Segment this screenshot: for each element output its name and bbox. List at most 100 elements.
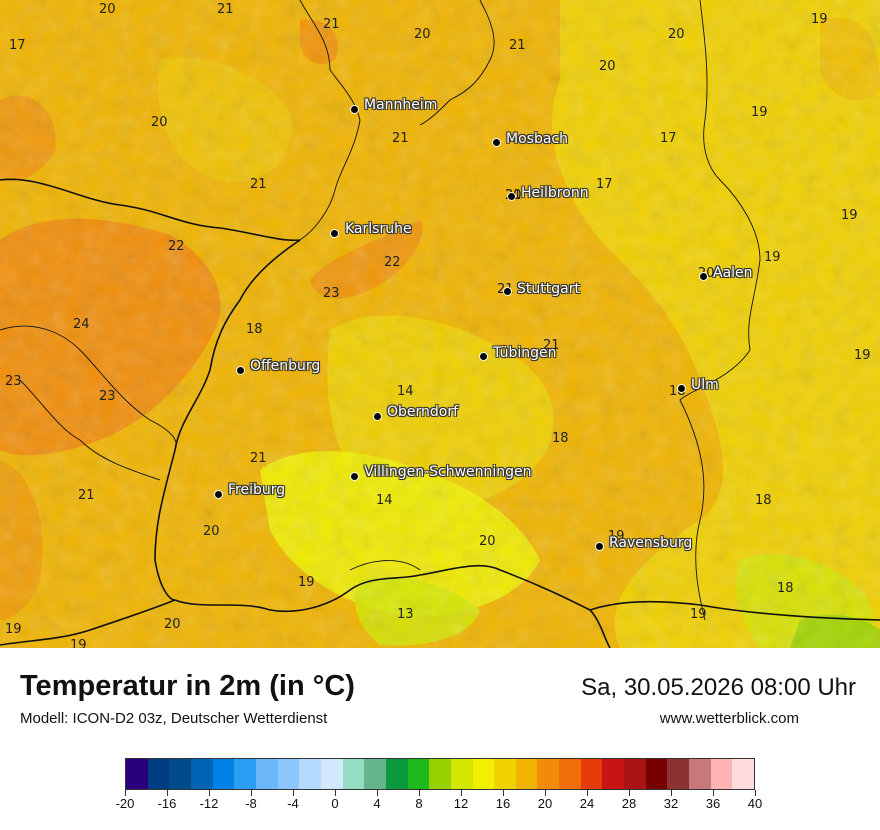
colorbar-swatch: [212, 759, 235, 789]
colorbar-tick: [377, 790, 378, 796]
colorbar-tick: [545, 790, 546, 796]
city-label-karlsruhe: Karlsruhe: [345, 221, 412, 237]
colorbar-tick: [503, 790, 504, 796]
map-value: 20: [414, 27, 431, 42]
colorbar-swatch: [559, 759, 581, 789]
city-marker: [699, 272, 708, 281]
map-value: 20: [668, 27, 685, 42]
colorbar-swatch: [320, 759, 343, 789]
map-value: 17: [596, 177, 613, 192]
map-value: 22: [384, 255, 401, 270]
website-link: www.wetterblick.com: [659, 710, 799, 727]
colorbar-swatch: [624, 759, 646, 789]
colorbar-tick: [209, 790, 210, 796]
colorbar-tick-label: 20: [537, 796, 553, 811]
city-label-ravensburg: Ravensburg: [609, 535, 693, 551]
map-value: 20: [479, 534, 496, 549]
map-value: 21: [543, 338, 560, 353]
city-marker: [595, 542, 604, 551]
colorbar-swatch: [515, 759, 538, 789]
map-value: 24: [73, 317, 90, 332]
map-value: 18: [246, 322, 263, 337]
colorbar-swatch: [450, 759, 473, 789]
colorbar-tick-label: 8: [415, 796, 423, 811]
map-value: 17: [9, 38, 26, 53]
map-value: 23: [323, 286, 340, 301]
colorbar-swatch: [169, 759, 191, 789]
colorbar-swatch: [364, 759, 386, 789]
colorbar-tick-label: 12: [453, 796, 469, 811]
region-borders: [0, 0, 761, 621]
city-marker: [350, 105, 359, 114]
colorbar-swatch: [580, 759, 603, 789]
colorbar-swatch: [147, 759, 170, 789]
colorbar-swatch: [190, 759, 213, 789]
colorbar-tick: [671, 790, 672, 796]
colorbar-tick-label: 24: [579, 796, 595, 811]
colorbar-tick: [293, 790, 294, 796]
colorbar-tick: [419, 790, 420, 796]
map-value: 18: [777, 581, 794, 596]
city-label-ulm: Ulm: [691, 377, 719, 393]
colorbar-swatch: [255, 759, 278, 789]
colorbar-swatch: [407, 759, 430, 789]
map-value: 17: [660, 131, 677, 146]
colorbar-swatch: [667, 759, 690, 789]
map-value: 14: [376, 493, 393, 508]
city-label-mosbach: Mosbach: [506, 131, 568, 147]
city-marker: [236, 366, 245, 375]
colorbar-swatch: [732, 759, 755, 789]
colorbar-tick-label: -16: [157, 796, 177, 811]
colorbar-tick: [629, 790, 630, 796]
city-label-villingen-schwenningen: Villingen-Schwenningen: [364, 464, 532, 480]
colorbar-tick-label: 40: [747, 796, 763, 811]
city-marker: [503, 287, 512, 296]
map-value: 19: [5, 622, 22, 637]
map-value: 21: [217, 2, 234, 17]
model-info: Modell: ICON-D2 03z, Deutscher Wetterdie…: [20, 710, 328, 727]
city-label-aalen: Aalen: [713, 265, 753, 281]
legend-footer: Temperatur in 2m (in °C) Modell: ICON-D2…: [0, 648, 880, 830]
map-value: 19: [298, 575, 315, 590]
city-marker: [677, 384, 686, 393]
colorbar-tick: [335, 790, 336, 796]
city-marker: [492, 138, 501, 147]
colorbar-ticks: -20 -16 -12 -8 -4 0 4 8 12 16 20 24 28 32 36 40: [116, 790, 762, 820]
map-value: 19: [608, 529, 625, 544]
colorbar-swatch: [385, 759, 408, 789]
map-value: 23: [99, 389, 116, 404]
map-value: 20: [151, 115, 168, 130]
colorbar-swatch: [472, 759, 495, 789]
map-value: 21: [323, 17, 340, 32]
city-marker: [373, 412, 382, 421]
colorbar-tick: [125, 790, 126, 796]
map-value: 20: [99, 2, 116, 17]
colorbar-swatch: [234, 759, 256, 789]
city-label-stuttgart: Stuttgart: [517, 281, 580, 297]
city-label-offenburg: Offenburg: [250, 358, 321, 374]
colorbar-swatch: [299, 759, 321, 789]
colorbar-tick: [461, 790, 462, 796]
city-marker: [479, 352, 488, 361]
map-value: 20: [164, 617, 181, 632]
colorbar-swatch: [277, 759, 300, 789]
map-value: 19: [854, 348, 871, 363]
map-value: 19: [811, 12, 828, 27]
colorbar-tick-label: -12: [199, 796, 219, 811]
colorbar-swatch: [602, 759, 625, 789]
city-label-tuebingen: Tübingen: [493, 345, 557, 361]
colorbar-tick: [167, 790, 168, 796]
colorbar-swatch: [429, 759, 451, 789]
map-value: 14: [397, 384, 414, 399]
map-value: 19: [764, 250, 781, 265]
colorbar-tick-label: -4: [287, 796, 299, 811]
colorbar-tick-label: 32: [663, 796, 679, 811]
map-value: 19: [841, 208, 858, 223]
colorbar-swatch: [689, 759, 711, 789]
map-value: 21: [392, 131, 409, 146]
city-marker: [507, 192, 516, 201]
map-value: 19: [690, 607, 707, 622]
map-value: 18: [552, 431, 569, 446]
map-canvas: [0, 0, 880, 648]
map-value: 21: [78, 488, 95, 503]
